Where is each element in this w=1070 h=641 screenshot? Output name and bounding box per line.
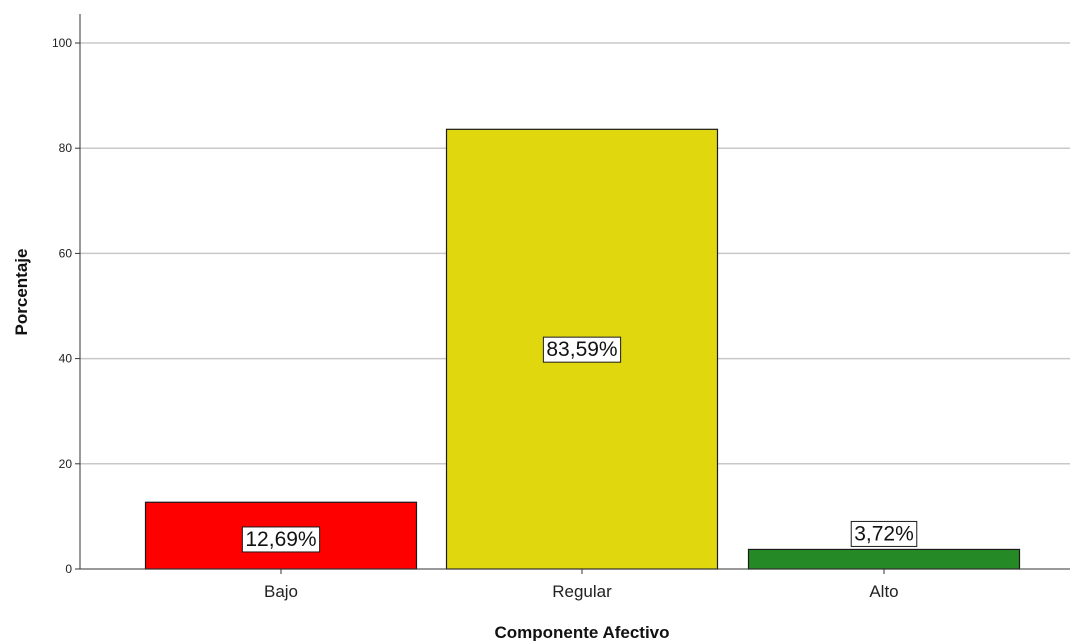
y-axis-title: Porcentaje — [12, 249, 31, 336]
data-label-background — [542, 336, 622, 363]
data-label-box: 3,72% — [850, 520, 918, 547]
data-label: 3,72% — [854, 522, 914, 545]
y-tick-label: 80 — [59, 141, 73, 155]
data-labels: 12,69% 83,59% 3,72% — [241, 336, 918, 553]
data-label-background — [241, 526, 321, 553]
y-tick-label: 60 — [59, 246, 73, 260]
data-label: 83,59% — [546, 338, 617, 361]
bar-alto — [747, 548, 1021, 570]
data-label-background — [850, 520, 918, 547]
y-tick-label: 20 — [59, 457, 73, 471]
x-axis-title: Componente Afectivo — [494, 623, 669, 641]
y-tick-label: 40 — [59, 352, 73, 366]
data-label-box: 12,69% — [241, 526, 321, 553]
x-tick-label: Alto — [869, 582, 898, 601]
y-tick-label: 0 — [65, 562, 72, 576]
axes: 0 20 40 60 80 100 Bajo Regular Alto — [52, 14, 1070, 601]
x-tick-label: Regular — [552, 582, 612, 601]
x-tick-label: Bajo — [264, 582, 298, 601]
data-label: 12,69% — [245, 528, 316, 551]
y-tick-label: 100 — [52, 36, 72, 50]
data-label-box: 83,59% — [542, 336, 622, 363]
bars — [144, 128, 1021, 570]
